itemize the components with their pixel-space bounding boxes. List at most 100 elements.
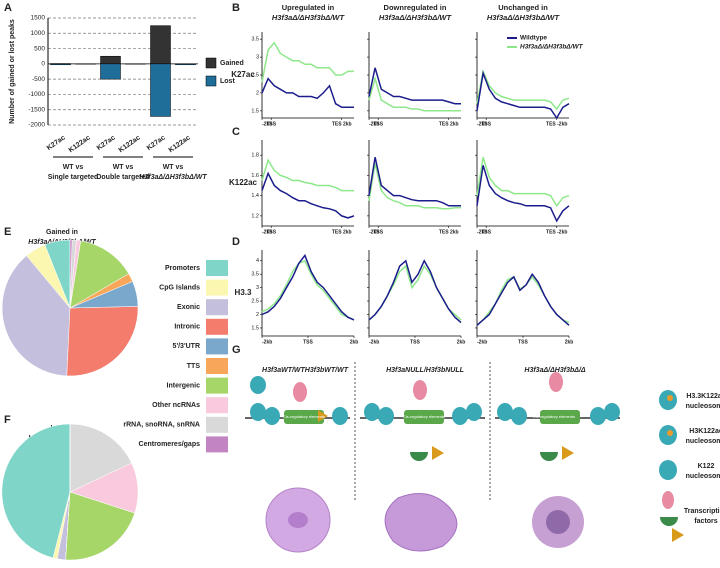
panel-letter: A xyxy=(4,2,12,14)
element-label: Cis-regulatory elements xyxy=(533,414,575,419)
legend-label: H3f3aΔ/ΔH3f3bΔ/WT xyxy=(520,44,584,51)
legend-swatch xyxy=(206,358,228,374)
x-tick-label: K122ac xyxy=(168,134,192,154)
x-tick-label: K122ac xyxy=(118,134,142,154)
legend-swatch xyxy=(206,338,228,354)
legend-label: TTS xyxy=(187,363,201,370)
x-tick-label: 2kb xyxy=(457,339,466,345)
x-tick-label: TES 2kb xyxy=(439,229,459,235)
column-title: Unchanged in xyxy=(498,3,548,12)
y-tick-label: -2000 xyxy=(28,122,45,129)
x-tick-label: TSS xyxy=(518,339,528,345)
bar xyxy=(151,64,171,117)
group-label: Single targeted xyxy=(48,174,99,181)
profile-line xyxy=(369,79,461,111)
profile-line xyxy=(477,274,569,325)
diagram-shapes xyxy=(245,362,684,552)
x-tick-label: K27ac xyxy=(96,134,117,152)
legend-swatch xyxy=(206,280,228,296)
x-tick-label: 2kb xyxy=(350,339,359,345)
y-tick-label: 1.8 xyxy=(251,153,259,159)
panel-letter: F xyxy=(4,414,11,426)
y-tick-label: 1.5 xyxy=(251,325,259,331)
x-tick-label: TSS xyxy=(266,121,276,127)
group-label: WT vs xyxy=(163,164,184,171)
y-tick-label: 500 xyxy=(34,45,45,52)
bar xyxy=(51,64,71,65)
legend-label: factors xyxy=(694,518,717,525)
x-tick-label: K27ac xyxy=(46,134,67,152)
profile-line xyxy=(369,266,461,320)
legend-swatch xyxy=(206,417,228,433)
profile-line xyxy=(262,43,354,82)
legend-label: Centromeres/gaps xyxy=(139,441,201,448)
element-label: Cis-regulatory elements xyxy=(283,414,325,419)
x-tick-label: TSS xyxy=(266,229,276,235)
bar xyxy=(101,56,121,64)
y-tick-label: 1.4 xyxy=(251,193,259,199)
x-tick-label: TSS xyxy=(373,121,383,127)
bar xyxy=(176,64,196,65)
profile-line xyxy=(262,173,354,218)
legend-swatch xyxy=(206,436,228,452)
y-tick-label: 2.5 xyxy=(251,72,259,78)
legend-label: Intergenic xyxy=(167,382,201,389)
y-tick-label: 1000 xyxy=(31,30,46,37)
genotype-title: H3f3aNULL/H3f3bNULL xyxy=(386,367,464,374)
panel-letter: D xyxy=(232,236,240,248)
legend-label: H3.3K122ac xyxy=(686,393,720,400)
y-tick-label: 1500 xyxy=(31,15,46,22)
y-tick-label: 3.5 xyxy=(251,37,259,43)
x-tick-label: TSS xyxy=(481,229,491,235)
legend-label: Intronic xyxy=(174,324,200,331)
legend-swatch xyxy=(206,299,228,315)
pie-slice xyxy=(67,306,138,376)
panel-g-art xyxy=(245,372,684,552)
legend-label: rRNA, snoRNA, snRNA xyxy=(123,422,200,429)
y-tick-label: 2.5 xyxy=(251,299,259,305)
legend-label: nucleosome xyxy=(686,403,720,410)
profile-line xyxy=(262,79,354,108)
legend-label: K122 xyxy=(698,463,715,470)
y-tick-label: 0 xyxy=(41,61,45,68)
legend-label: Promoters xyxy=(165,265,200,272)
x-tick-label: TES -2kb xyxy=(546,229,567,235)
y-axis-label: Number of gained or lost peaks xyxy=(9,19,16,124)
x-tick-label: TES 2kb xyxy=(332,121,352,127)
x-tick-label: TSS xyxy=(481,121,491,127)
bar xyxy=(151,26,171,64)
legend-label: Transcription xyxy=(684,508,720,515)
legend-swatch xyxy=(206,58,216,68)
panel-letter: B xyxy=(232,2,240,14)
x-tick-label: -2kb xyxy=(369,339,379,345)
legend-label: Other ncRNAs xyxy=(152,402,200,409)
y-tick-label: -500 xyxy=(32,76,45,83)
group-label: H3f3aΔ/ΔH3f3bΔ/WT xyxy=(139,174,207,181)
profile-line xyxy=(369,157,461,206)
profile-line xyxy=(262,255,354,320)
column-title: H3f3aΔ/ΔH3f3bΔ/WT xyxy=(272,13,346,22)
bar xyxy=(101,64,121,79)
y-tick-label: 1.6 xyxy=(251,173,259,179)
y-tick-label: 4 xyxy=(256,258,259,264)
element-label: Cis-regulatory elements xyxy=(403,414,445,419)
y-tick-label: 2 xyxy=(256,90,259,96)
y-tick-label: 3 xyxy=(256,285,259,291)
profile-line xyxy=(369,68,461,104)
genotype-title: H3f3aΔ/ΔH3f3bΔ/Δ xyxy=(524,367,586,374)
x-tick-label: TES 2kb xyxy=(439,121,459,127)
x-tick-label: -2kb xyxy=(262,339,272,345)
legend-label: 5'/3'UTR xyxy=(173,343,200,350)
legend-swatch xyxy=(206,76,216,86)
y-tick-label: 3 xyxy=(256,55,259,61)
panel-letter: C xyxy=(232,126,240,138)
legend-swatch xyxy=(206,397,228,413)
legend-label: Gained xyxy=(220,60,244,67)
x-tick-label: -2kb xyxy=(477,339,487,345)
pie-title: Gained in xyxy=(46,229,78,236)
x-tick-label: TSS xyxy=(410,339,420,345)
y-tick-label: -1000 xyxy=(28,91,45,98)
legend-label: Exonic xyxy=(177,304,200,311)
profile-line xyxy=(477,277,569,325)
